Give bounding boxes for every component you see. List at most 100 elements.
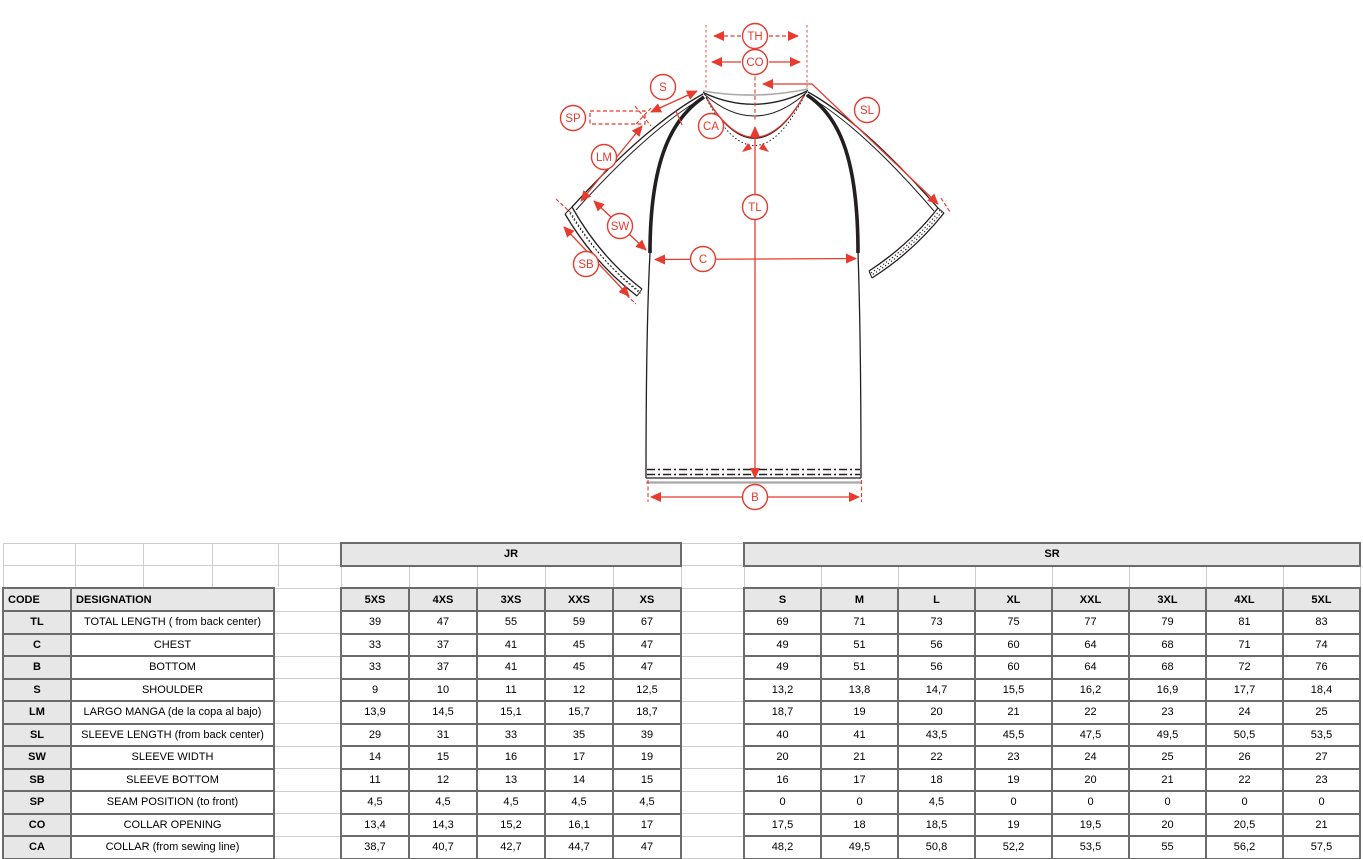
value-cell: 49,5 (1128, 722, 1207, 747)
value-cell: 33 (340, 632, 410, 657)
value-cell: 13,9 (340, 700, 410, 725)
value-cell: 49,5 (820, 835, 899, 859)
value-cell: 20 (1051, 767, 1130, 792)
code-cell: CO (2, 812, 72, 837)
value-cell: 12,5 (612, 677, 682, 702)
value-cell: 64 (1051, 655, 1130, 680)
value-cell: 17 (820, 767, 899, 792)
sr-group-header: SR (743, 542, 1361, 567)
size-header-4xs: 4XS (408, 587, 478, 612)
size-header-5xl: 5XL (1282, 587, 1361, 612)
value-cell: 43,5 (897, 722, 976, 747)
value-cell: 18,7 (612, 700, 682, 725)
size-header-3xl: 3XL (1128, 587, 1207, 612)
table-row-ca: CA COLLAR (from sewing line) 38,7 40,7 42,… (2, 835, 1361, 859)
value-cell: 53,5 (1051, 835, 1130, 859)
value-cell: 67 (612, 610, 682, 635)
value-cell: 0 (1051, 790, 1130, 815)
value-cell: 4,5 (897, 790, 976, 815)
value-cell: 15,5 (974, 677, 1053, 702)
value-cell: 21 (1282, 812, 1361, 837)
badge-co-label: CO (746, 57, 763, 69)
badge-sw-label: SW (611, 221, 630, 233)
value-cell: 17,7 (1205, 677, 1284, 702)
badge-sl-label: SL (860, 105, 875, 117)
value-cell: 45 (544, 655, 614, 680)
value-cell: 27 (1282, 745, 1361, 770)
size-header-l: L (897, 587, 976, 612)
value-cell: 0 (1282, 790, 1361, 815)
value-cell: 16,9 (1128, 677, 1207, 702)
tshirt-diagram-area: TH CO S SP CA SL LM SW SB TL C B (555, 22, 951, 511)
value-cell: 16 (476, 745, 546, 770)
value-cell: 0 (743, 790, 822, 815)
value-cell: 10 (408, 677, 478, 702)
code-cell: SW (2, 745, 72, 770)
value-cell: 18 (897, 767, 976, 792)
empty-grid-cells (2, 565, 342, 589)
value-cell: 11 (340, 767, 410, 792)
table-row-tl: TL TOTAL LENGTH ( from back center) 39 47… (2, 610, 1361, 635)
value-cell: 48,2 (743, 835, 822, 859)
table-row-sb: SB SLEEVE BOTTOM 11 12 13 14 15 16 17 18 19 20 21… (2, 767, 1361, 792)
value-cell: 18 (820, 812, 899, 837)
designation-cell: BOTTOM (70, 655, 275, 680)
value-cell: 23 (1128, 700, 1207, 725)
code-cell: TL (2, 610, 72, 635)
value-cell: 83 (1282, 610, 1361, 635)
value-cell: 14,7 (897, 677, 976, 702)
badge-b: B (741, 483, 769, 511)
value-cell: 13,4 (340, 812, 410, 837)
value-cell: 75 (974, 610, 1053, 635)
value-cell: 39 (340, 610, 410, 635)
table-row-co: CO COLLAR OPENING 13,4 14,3 15,2 16,1 17 17,… (2, 812, 1361, 837)
code-cell: CA (2, 835, 72, 859)
value-cell: 77 (1051, 610, 1130, 635)
value-cell: 72 (1205, 655, 1284, 680)
badge-th: TH (741, 22, 769, 50)
value-cell: 53,5 (1282, 722, 1361, 747)
value-cell: 4,5 (544, 790, 614, 815)
size-header-xl: XL (974, 587, 1053, 612)
table-row-lm: LM LARGO MANGA (de la copa al bajo) 13,9… (2, 700, 1361, 725)
value-cell: 0 (1205, 790, 1284, 815)
value-cell: 22 (897, 745, 976, 770)
value-cell: 41 (476, 632, 546, 657)
value-cell: 21 (974, 700, 1053, 725)
value-cell: 38,7 (340, 835, 410, 859)
designation-cell: SLEEVE WIDTH (70, 745, 275, 770)
badge-th-label: TH (747, 31, 762, 43)
value-cell: 18,5 (897, 812, 976, 837)
jr-group-header: JR (340, 542, 682, 567)
designation-cell: LARGO MANGA (de la copa al bajo) (70, 700, 275, 725)
table-row-sp: SP SEAM POSITION (to front) 4,5 4,5 4,5 4,5… (2, 790, 1361, 815)
value-cell: 47 (408, 610, 478, 635)
designation-cell: COLLAR (from sewing line) (70, 835, 275, 859)
value-cell: 19 (974, 812, 1053, 837)
value-cell: 56 (897, 632, 976, 657)
value-cell: 15,1 (476, 700, 546, 725)
value-cell: 25 (1128, 745, 1207, 770)
value-cell: 44,7 (544, 835, 614, 859)
value-cell: 15,2 (476, 812, 546, 837)
value-cell: 18,7 (743, 700, 822, 725)
value-cell: 0 (1128, 790, 1207, 815)
size-header-xxl: XXL (1051, 587, 1130, 612)
value-cell: 14,5 (408, 700, 478, 725)
value-cell: 9 (340, 677, 410, 702)
value-cell: 20 (743, 745, 822, 770)
value-cell: 4,5 (408, 790, 478, 815)
table-row-b: B BOTTOM 33 37 41 45 47 49 51 56 60 64 68 72 76 (2, 655, 1361, 680)
code-cell: S (2, 677, 72, 702)
value-cell: 45,5 (974, 722, 1053, 747)
badge-lm: LM (590, 143, 618, 171)
value-cell: 71 (820, 610, 899, 635)
badge-s: S (649, 73, 677, 101)
value-cell: 41 (476, 655, 546, 680)
column-header-row: CODE DESIGNATION 5XS 4XS 3XS XXS XS S M … (2, 587, 1361, 612)
value-cell: 21 (1128, 767, 1207, 792)
badge-s-label: S (659, 82, 667, 94)
value-cell: 37 (408, 655, 478, 680)
value-cell: 68 (1128, 655, 1207, 680)
code-cell: SL (2, 722, 72, 747)
